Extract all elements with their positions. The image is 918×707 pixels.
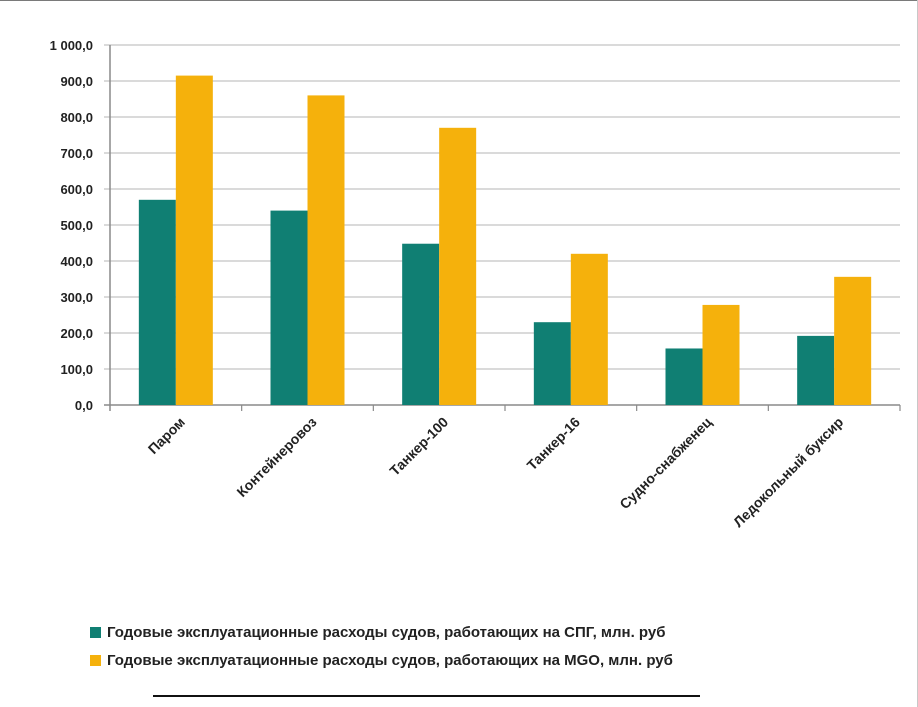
- y-axis-tick-labels: 0,0 100,0 200,0 300,0 400,0 500,0 600,0 700,0 80…: [50, 38, 93, 413]
- bar-mgo: [834, 276, 872, 405]
- y-tick-label: 1 000,0: [50, 38, 93, 53]
- gridlines: [104, 44, 901, 411]
- legend-item-lng: Годовые эксплуатационные расходы судов, …: [90, 621, 673, 643]
- y-tick-label: 800,0: [60, 110, 93, 125]
- legend-swatch-lng: [90, 626, 101, 638]
- y-tick-label: 900,0: [60, 74, 93, 89]
- bar-lng: [270, 210, 308, 405]
- bars: [138, 75, 872, 406]
- legend-label-mgo: Годовые эксплуатационные расходы судов, …: [107, 651, 673, 669]
- x-tick-label: Контейнеровоз: [233, 414, 319, 500]
- bar-mgo: [702, 304, 740, 405]
- x-tick-label: Паром: [145, 414, 188, 457]
- y-tick-label: 100,0: [60, 362, 93, 377]
- bottom-rule: [153, 695, 700, 697]
- bar-chart: 0,0 100,0 200,0 300,0 400,0 500,0 600,0 700,0 80…: [50, 38, 901, 531]
- y-tick-label: 0,0: [75, 398, 93, 413]
- bar-lng: [138, 199, 176, 405]
- bar-mgo: [175, 75, 213, 405]
- y-tick-label: 200,0: [60, 326, 93, 341]
- bar-mgo: [439, 127, 477, 406]
- top-border-line: [0, 0, 918, 1]
- x-tick-label: Ледокольный буксир: [730, 414, 846, 530]
- bar-lng: [665, 348, 703, 405]
- bar-lng: [797, 335, 835, 405]
- y-tick-label: 400,0: [60, 254, 93, 269]
- x-tick-label: Судно-снабженец: [616, 414, 715, 513]
- y-tick-label: 700,0: [60, 146, 93, 161]
- legend-label-lng: Годовые эксплуатационные расходы судов, …: [107, 623, 666, 641]
- bar-lng: [533, 322, 571, 405]
- y-tick-label: 300,0: [60, 290, 93, 305]
- x-tick-label: Танкер-100: [386, 414, 451, 479]
- x-axis-tick-labels: Паром Контейнеровоз Танкер-100 Танкер-16 Суд…: [145, 414, 847, 531]
- legend-swatch-mgo: [90, 654, 101, 666]
- y-tick-label: 600,0: [60, 182, 93, 197]
- bar-mgo: [307, 95, 345, 406]
- y-tick-label: 500,0: [60, 218, 93, 233]
- x-tick-label: Танкер-16: [524, 414, 584, 474]
- bar-lng: [402, 243, 440, 405]
- bar-mgo: [570, 253, 608, 405]
- legend: Годовые эксплуатационные расходы судов, …: [90, 621, 673, 677]
- legend-item-mgo: Годовые эксплуатационные расходы судов, …: [90, 649, 673, 671]
